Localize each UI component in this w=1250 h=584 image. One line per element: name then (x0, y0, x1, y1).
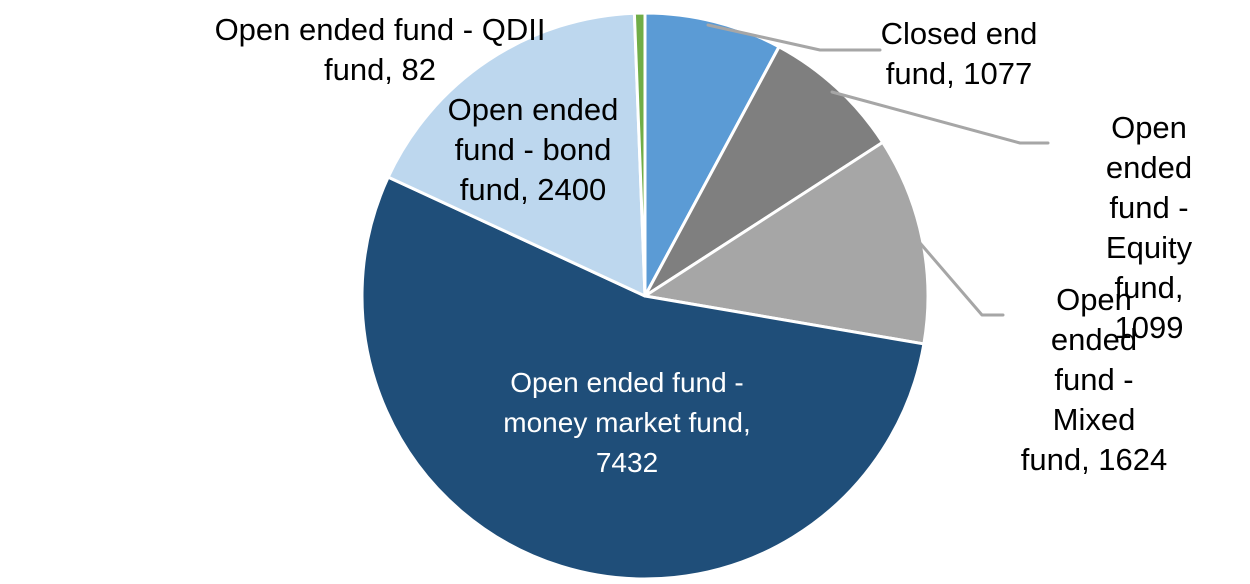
pie-slice-open-ended-fund-mixed (643, 140, 930, 346)
pie-slice-open-ended-fund-bond (386, 11, 647, 298)
leader-line-open-ended-fund-equity (830, 90, 1050, 145)
pie-slice-closed-end-fund (643, 11, 781, 298)
pie-slice-open-ended-fund-money-market (360, 175, 926, 581)
pie-slice-open-ended-fund-equity (643, 45, 885, 298)
leader-line-closed-end-fund (706, 23, 882, 52)
leader-line-open-ended-fund-mixed (918, 241, 1005, 317)
pie-slice-open-ended-fund-qdii (632, 11, 647, 298)
